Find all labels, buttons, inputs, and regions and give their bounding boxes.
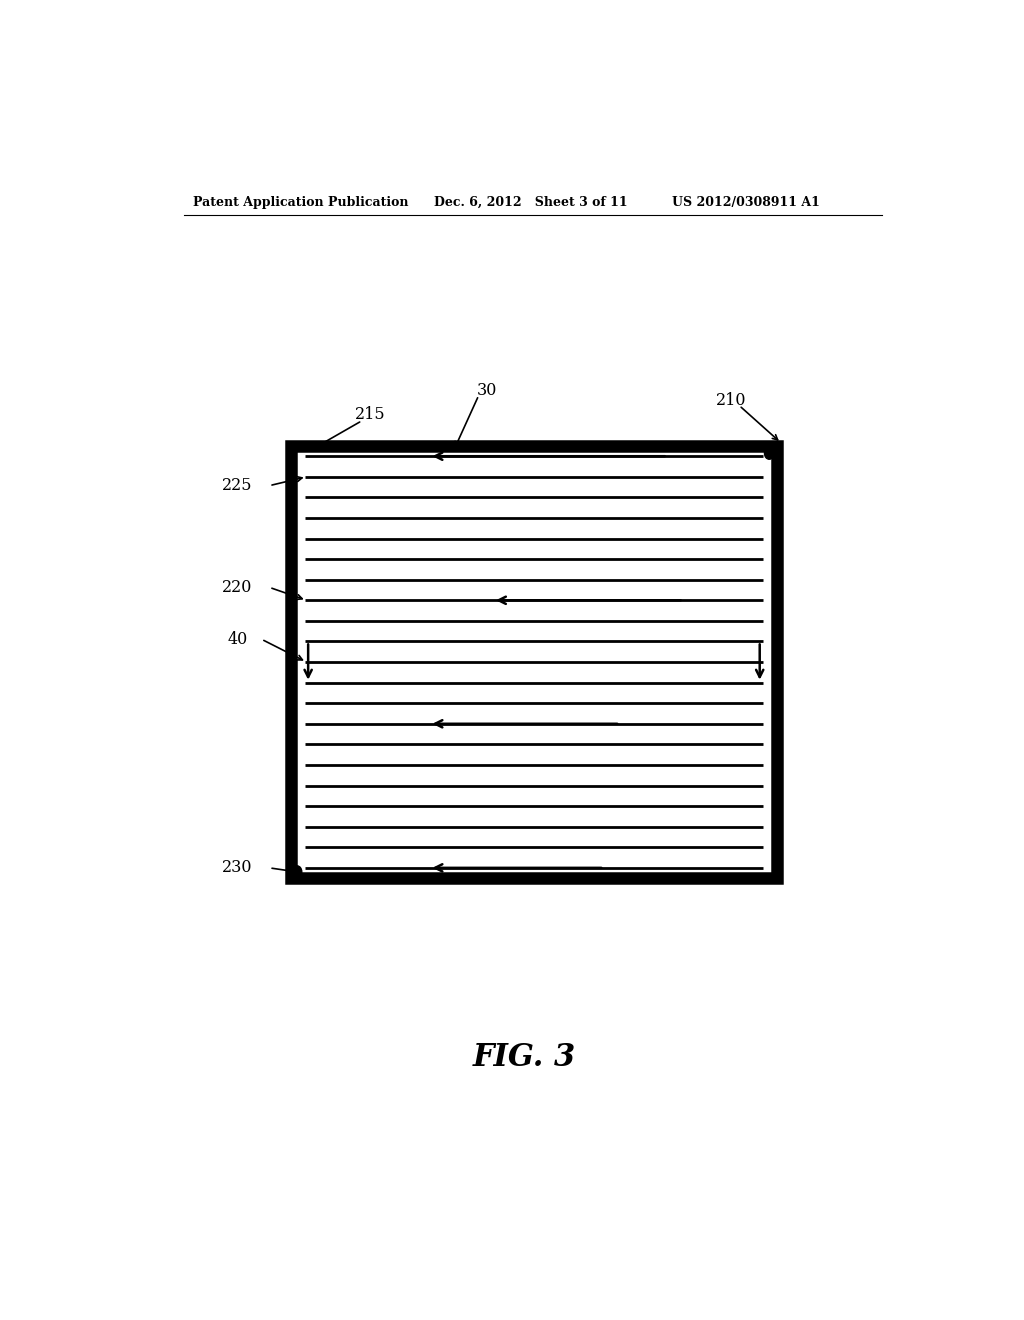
Circle shape: [765, 447, 774, 459]
Text: 215: 215: [354, 407, 385, 422]
Circle shape: [292, 866, 302, 878]
Text: US 2012/0308911 A1: US 2012/0308911 A1: [672, 195, 819, 209]
Text: 225: 225: [222, 478, 253, 494]
Text: 220: 220: [222, 579, 253, 595]
Text: 30: 30: [476, 381, 497, 399]
Text: 210: 210: [716, 392, 746, 409]
Text: 40: 40: [227, 631, 248, 648]
Text: Dec. 6, 2012   Sheet 3 of 11: Dec. 6, 2012 Sheet 3 of 11: [433, 195, 627, 209]
Text: FIG. 3: FIG. 3: [473, 1043, 577, 1073]
Text: 230: 230: [222, 859, 253, 876]
Text: Patent Application Publication: Patent Application Publication: [194, 195, 409, 209]
Bar: [291, 446, 777, 878]
